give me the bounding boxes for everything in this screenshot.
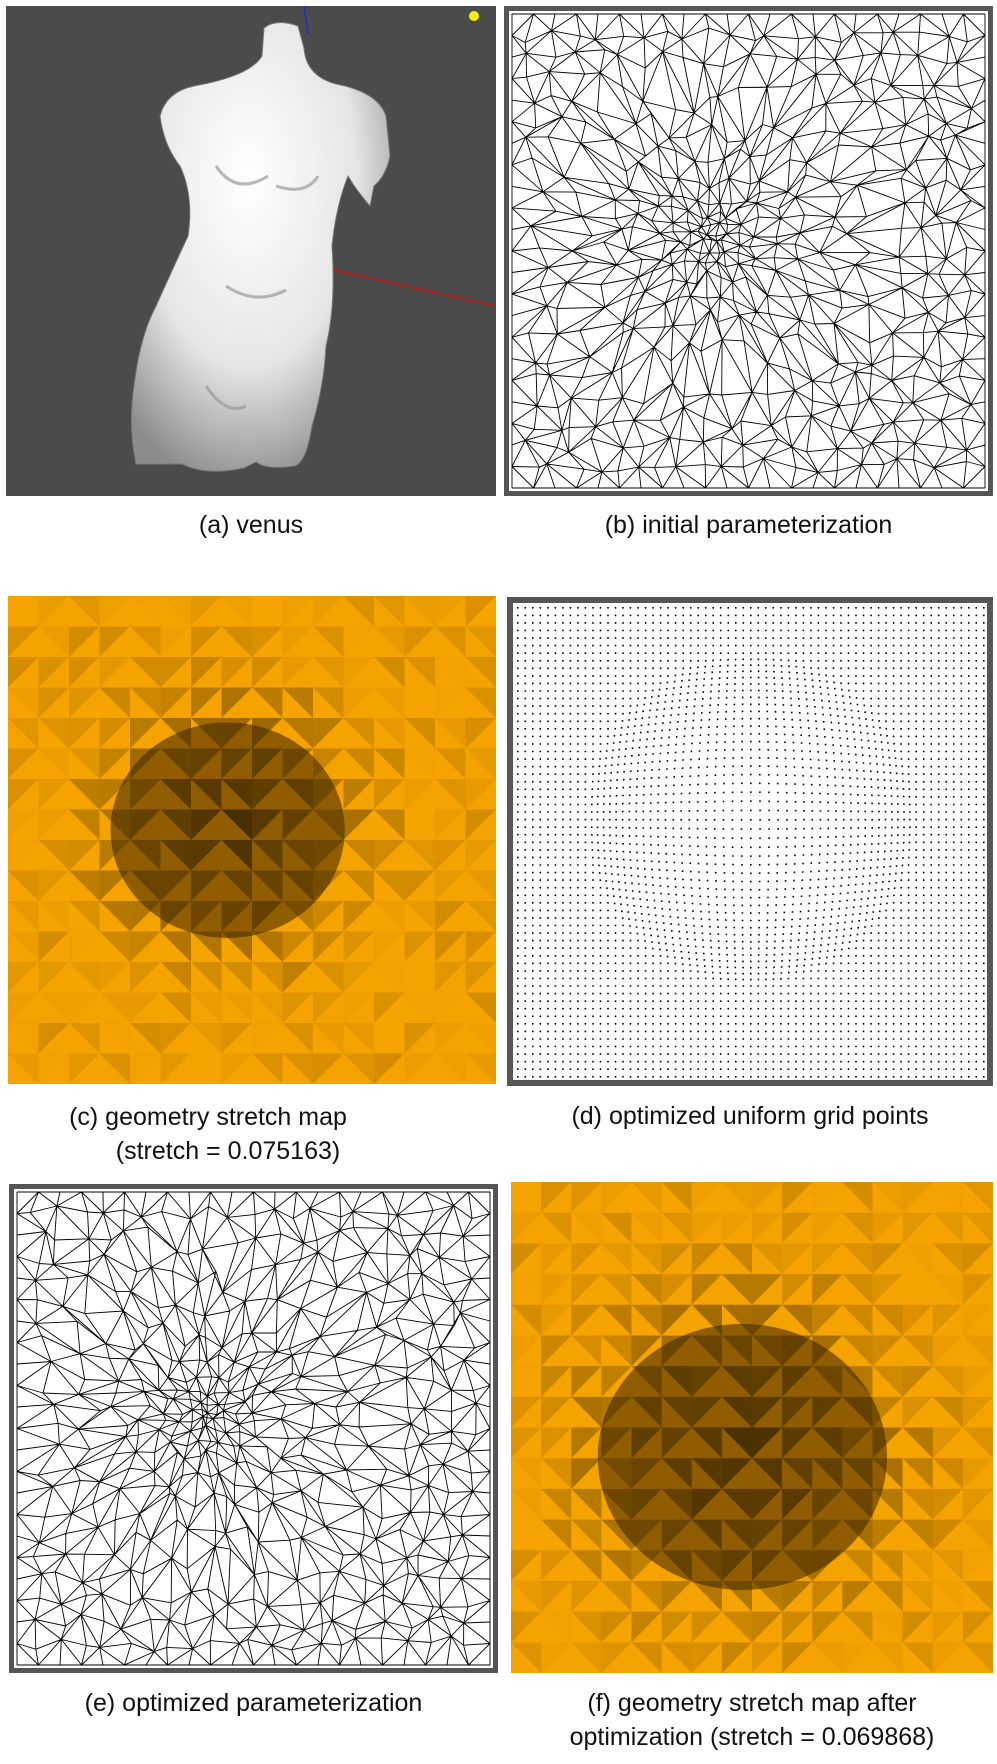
caption-line: (stretch = 0.075163) xyxy=(8,1134,408,1168)
caption: (f) geometry stretch map after optimizat… xyxy=(511,1686,993,1754)
caption: (b) initial parameterization xyxy=(504,508,993,542)
caption: (d) optimized uniform grid points xyxy=(507,1099,993,1133)
caption-line: (f) geometry stretch map after xyxy=(511,1686,993,1720)
figure-page: {"panels": [ {"caption": ["(a) venus"]},… xyxy=(0,0,997,1764)
grid-points xyxy=(507,597,993,1086)
caption-line: optimization (stretch = 0.069868) xyxy=(511,1720,993,1754)
caption: (c) geometry stretch map (stretch = 0.07… xyxy=(8,1100,408,1168)
mesh-panel xyxy=(504,6,993,496)
stretch-core xyxy=(110,722,344,938)
mesh-panel xyxy=(9,1184,498,1673)
stretch-map xyxy=(8,596,496,1084)
stretch-core xyxy=(598,1324,887,1590)
venus-render xyxy=(6,6,496,496)
caption-line: (c) geometry stretch map xyxy=(8,1100,408,1134)
panel-frame xyxy=(507,597,993,1086)
caption: (e) optimized parameterization xyxy=(9,1686,498,1720)
stretch-map xyxy=(511,1182,993,1673)
caption: (a) venus xyxy=(6,508,496,542)
